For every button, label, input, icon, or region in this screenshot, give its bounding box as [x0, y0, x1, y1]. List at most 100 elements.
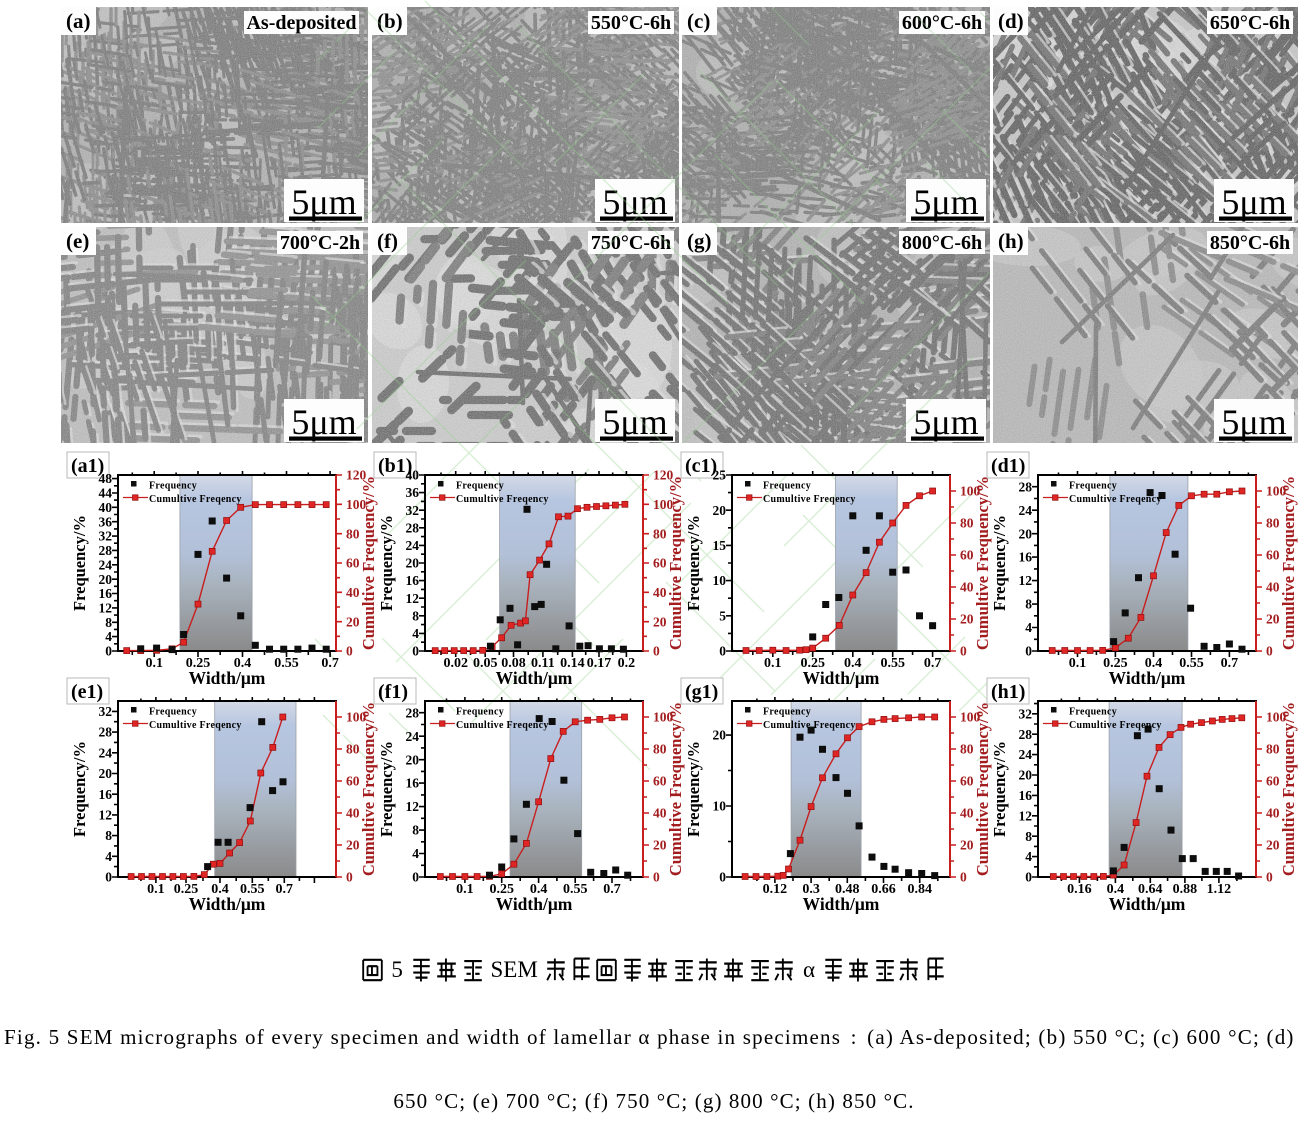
svg-text:0.7: 0.7 — [1221, 656, 1239, 671]
svg-text:60: 60 — [653, 556, 667, 571]
svg-text:Frequency: Frequency — [1069, 707, 1117, 718]
svg-text:40: 40 — [406, 468, 420, 483]
svg-text:800°C-6h: 800°C-6h — [902, 232, 982, 254]
svg-text:0.1: 0.1 — [147, 882, 165, 897]
svg-text:Width/μm: Width/μm — [1109, 668, 1186, 688]
svg-text:16: 16 — [406, 776, 420, 791]
svg-text:24: 24 — [1019, 503, 1033, 518]
svg-text:0: 0 — [653, 644, 660, 659]
svg-text:0.64: 0.64 — [1138, 882, 1163, 897]
svg-text:80: 80 — [346, 742, 360, 757]
svg-text:(c): (c) — [687, 9, 710, 33]
svg-text:60: 60 — [960, 548, 974, 563]
svg-text:80: 80 — [1266, 516, 1280, 531]
svg-text:Width/μm: Width/μm — [189, 894, 266, 914]
svg-text:Width/μm: Width/μm — [803, 894, 880, 914]
svg-text:Frequency: Frequency — [1069, 481, 1117, 492]
svg-text:0.4: 0.4 — [844, 656, 862, 671]
svg-text:4: 4 — [412, 846, 419, 861]
svg-text:0.55: 0.55 — [274, 656, 299, 671]
svg-text:(a): (a) — [66, 9, 91, 33]
svg-text:0: 0 — [105, 644, 112, 659]
svg-text:100: 100 — [346, 710, 367, 725]
svg-text:12: 12 — [406, 799, 420, 814]
svg-text:10: 10 — [713, 799, 727, 814]
svg-text:5: 5 — [719, 608, 726, 623]
svg-text:0.7: 0.7 — [603, 882, 621, 897]
svg-text:4: 4 — [1025, 849, 1032, 864]
svg-text:0.4: 0.4 — [1145, 656, 1163, 671]
svg-text:80: 80 — [346, 526, 360, 541]
svg-text:0.02: 0.02 — [443, 656, 468, 671]
svg-text:Cumultive Freqency: Cumultive Freqency — [456, 494, 549, 505]
svg-text:100: 100 — [960, 710, 981, 725]
svg-text:Frequency/%: Frequency/% — [70, 515, 89, 611]
svg-text:Frequency/%: Frequency/% — [70, 741, 89, 837]
svg-text:0.1: 0.1 — [764, 656, 782, 671]
svg-text:120: 120 — [346, 468, 367, 483]
svg-text:Frequency: Frequency — [763, 481, 811, 492]
svg-text:24: 24 — [99, 557, 113, 572]
svg-text:24: 24 — [1019, 747, 1033, 762]
svg-text:44: 44 — [99, 486, 113, 501]
svg-text:(g1): (g1) — [685, 681, 718, 703]
svg-text:0.25: 0.25 — [489, 882, 514, 897]
svg-text:60: 60 — [346, 774, 360, 789]
svg-text:32: 32 — [99, 704, 113, 719]
svg-text:25: 25 — [713, 468, 727, 483]
svg-text:28: 28 — [406, 520, 420, 535]
svg-text:(c1): (c1) — [685, 455, 717, 477]
svg-text:24: 24 — [406, 538, 420, 553]
svg-text:20: 20 — [99, 766, 113, 781]
svg-text:5μm: 5μm — [291, 182, 356, 222]
svg-text:Cumultive Frequency/%: Cumultive Frequency/% — [666, 702, 685, 876]
svg-text:20: 20 — [1019, 526, 1033, 541]
svg-text:Cumultive Frequency/%: Cumultive Frequency/% — [359, 702, 378, 876]
svg-text:20: 20 — [1019, 768, 1033, 783]
svg-text:0: 0 — [105, 870, 112, 885]
svg-text:5μm: 5μm — [1221, 182, 1286, 222]
svg-text:(f1): (f1) — [378, 681, 408, 703]
svg-text:12: 12 — [1019, 808, 1033, 823]
svg-text:Cumultive Frequency/%: Cumultive Frequency/% — [666, 476, 685, 650]
svg-text:8: 8 — [1025, 829, 1032, 844]
svg-text:0.14: 0.14 — [560, 656, 585, 671]
svg-text:28: 28 — [1019, 727, 1033, 742]
svg-text:100: 100 — [346, 497, 367, 512]
svg-text:0.25: 0.25 — [1103, 656, 1128, 671]
svg-text:5μm: 5μm — [1221, 402, 1286, 442]
svg-text:80: 80 — [653, 742, 667, 757]
svg-text:0.7: 0.7 — [321, 656, 339, 671]
svg-text:Cumultive Freqency: Cumultive Freqency — [456, 720, 549, 731]
svg-text:(e1): (e1) — [71, 681, 103, 703]
svg-text:8: 8 — [105, 828, 112, 843]
svg-text:20: 20 — [713, 503, 727, 518]
svg-text:4: 4 — [105, 849, 112, 864]
svg-text:0.16: 0.16 — [1067, 882, 1092, 897]
svg-text:Frequency/%: Frequency/% — [377, 515, 396, 611]
svg-text:Cumultive Freqency: Cumultive Freqency — [149, 720, 242, 731]
svg-text:20: 20 — [1266, 838, 1280, 853]
svg-text:32: 32 — [1019, 706, 1033, 721]
svg-text:0: 0 — [1266, 644, 1273, 659]
svg-text:0: 0 — [1266, 870, 1273, 885]
svg-text:4: 4 — [1025, 620, 1032, 635]
svg-text:Cumultive Freqency: Cumultive Freqency — [763, 720, 856, 731]
svg-text:0: 0 — [412, 870, 419, 885]
svg-text:0.25: 0.25 — [186, 656, 211, 671]
svg-text:0.55: 0.55 — [880, 656, 905, 671]
svg-text:0.55: 0.55 — [240, 882, 265, 897]
svg-text:(d1): (d1) — [991, 455, 1025, 477]
svg-text:40: 40 — [1266, 580, 1280, 595]
svg-text:Frequency/%: Frequency/% — [377, 741, 396, 837]
svg-text:32: 32 — [406, 503, 420, 518]
svg-text:12: 12 — [406, 591, 420, 606]
svg-text:48: 48 — [99, 471, 113, 486]
svg-text:40: 40 — [960, 580, 974, 595]
svg-text:20: 20 — [99, 572, 113, 587]
svg-text:(d): (d) — [998, 9, 1024, 33]
svg-text:Cumultive Frequency/%: Cumultive Frequency/% — [973, 702, 992, 876]
svg-text:Cumultive Frequency/%: Cumultive Frequency/% — [973, 476, 992, 650]
svg-text:28: 28 — [1019, 479, 1033, 494]
svg-text:20: 20 — [346, 614, 360, 629]
